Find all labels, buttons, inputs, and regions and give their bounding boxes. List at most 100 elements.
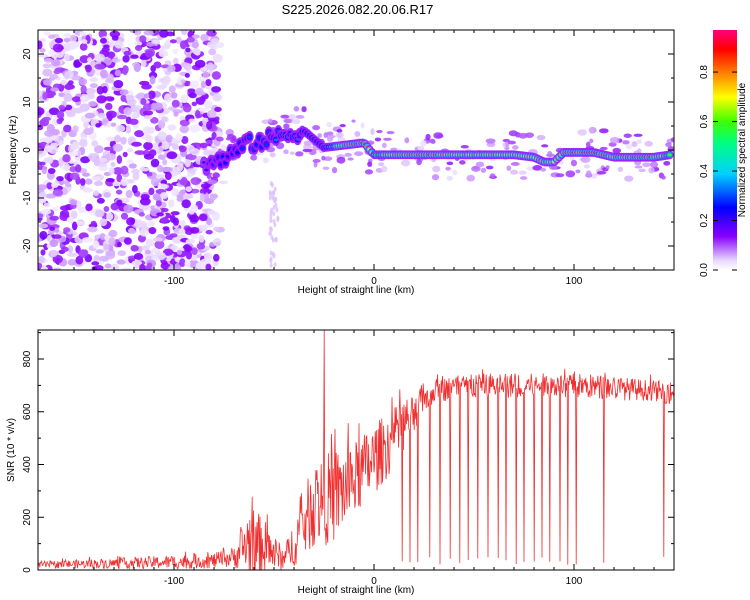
spectrogram-noise-blob bbox=[108, 237, 116, 247]
spectrogram-noise-blob bbox=[180, 94, 189, 104]
spectrogram-noise-blob bbox=[199, 188, 207, 195]
spectrogram-noise-blob bbox=[43, 202, 51, 208]
spectrogram-noise-blob bbox=[127, 227, 136, 234]
spectrogram-noise-blob bbox=[116, 155, 123, 164]
spectrogram-noise-blob bbox=[167, 106, 177, 111]
spectrogram-noise-blob bbox=[113, 79, 124, 89]
spectrogram-noise-blob bbox=[149, 75, 156, 85]
spectrogram-noise-blob bbox=[157, 183, 168, 190]
spectrogram-noise-blob bbox=[623, 133, 632, 138]
ridge-band-core bbox=[667, 153, 672, 157]
spectrogram-noise-blob bbox=[545, 153, 556, 157]
spectrogram-noise-blob bbox=[179, 178, 188, 186]
spectrogram-noise-blob bbox=[165, 134, 173, 143]
spectrogram-noise-blob bbox=[585, 141, 591, 149]
spectrogram-noise-blob bbox=[150, 247, 160, 253]
spectrogram-noise-blob bbox=[670, 137, 674, 142]
spectrogram-noise-blob bbox=[425, 133, 431, 141]
spectrogram-noise-blob bbox=[77, 206, 88, 214]
spectrogram-noise-blob bbox=[40, 197, 47, 204]
spectrogram-noise-blob bbox=[100, 69, 108, 79]
spectrogram-noise-blob bbox=[206, 109, 217, 118]
spectrogram-noise-blob bbox=[70, 210, 78, 219]
spectrogram-noise-blob bbox=[79, 42, 88, 51]
spectrogram-noise-blob bbox=[209, 194, 217, 201]
spectrogram-noise-blob bbox=[95, 209, 105, 218]
snr-xtick-label: -100 bbox=[164, 576, 184, 587]
spectrogram-noise-blob bbox=[73, 107, 84, 114]
spectrogram-noise-blob bbox=[185, 238, 196, 244]
spectrogram-noise-blob bbox=[43, 31, 51, 36]
spectrogram-noise-blob bbox=[62, 154, 71, 163]
spectrogram-noise-blob bbox=[269, 152, 276, 158]
spectrogram-noise-blob bbox=[79, 95, 87, 101]
spectrogram-noise-blob bbox=[275, 207, 279, 213]
spectrogram-noise-blob bbox=[180, 30, 188, 36]
spectrogram-noise-blob bbox=[152, 237, 164, 242]
spectrogram-noise-blob bbox=[128, 163, 137, 169]
spectrogram-noise-blob bbox=[63, 42, 71, 52]
spectrogram-noise-blob bbox=[49, 91, 57, 97]
spectrogram-noise-blob bbox=[218, 180, 229, 185]
spectrogram-noise-blob bbox=[120, 94, 127, 103]
snr-xtick-label: 0 bbox=[371, 576, 377, 587]
spectrogram-noise-blob bbox=[162, 158, 168, 166]
spectrogram-noise-blob bbox=[471, 165, 481, 172]
spectrogram-noise-blob bbox=[335, 132, 345, 138]
spectrogram-noise-blob bbox=[321, 155, 326, 161]
spectrogram-noise-blob bbox=[210, 38, 220, 43]
spectrogram-noise-blob bbox=[203, 149, 212, 156]
spectrogram-noise-blob bbox=[63, 32, 72, 38]
spectrogram-noise-blob bbox=[103, 191, 111, 198]
spectrogram-noise-blob bbox=[575, 169, 581, 174]
spectrogram-noise-blob bbox=[116, 173, 123, 183]
spectrogram-noise-blob bbox=[97, 112, 106, 119]
spectrogram-noise-blob bbox=[63, 227, 71, 233]
spectrogram-noise-blob bbox=[161, 77, 170, 87]
spectrogram-noise-blob bbox=[140, 221, 148, 231]
spectrogram-noise-blob bbox=[159, 217, 169, 223]
spectrogram-noise-blob bbox=[163, 93, 173, 103]
spectrogram-noise-blob bbox=[142, 126, 154, 135]
spectrogram-noise-blob bbox=[49, 226, 56, 231]
spectrogram-noise-blob bbox=[665, 142, 672, 148]
spectrogram-noise-blob bbox=[67, 259, 77, 266]
colorbar-tick-label: 0.6 bbox=[699, 114, 710, 128]
spectrogram-noise-blob bbox=[191, 101, 198, 107]
spectrogram-noise-blob bbox=[160, 167, 171, 173]
spectrogram-noise-blob bbox=[215, 41, 225, 49]
spectrogram-noise-blob bbox=[85, 87, 96, 95]
ridge-band-core bbox=[235, 151, 240, 155]
spectrogram-noise-blob bbox=[344, 152, 352, 157]
spectrogram-noise-blob bbox=[268, 230, 272, 236]
spectrogram-noise-blob bbox=[131, 260, 143, 266]
spectrogram-noise-blob bbox=[173, 263, 182, 270]
spectrogram-noise-blob bbox=[268, 195, 272, 201]
spectrogram-noise-blob bbox=[96, 95, 107, 104]
spectrogram-noise-blob bbox=[186, 153, 197, 161]
spectrogram-noise-blob bbox=[190, 253, 198, 262]
spectrogram-noise-blob bbox=[93, 190, 100, 197]
spectrogram-noise-blob bbox=[126, 147, 134, 153]
spectrogram-noise-blob bbox=[39, 137, 51, 143]
spectrogram-noise-blob bbox=[205, 139, 213, 145]
spectrogram-noise-blob bbox=[502, 138, 510, 143]
spectrogram-noise-layer bbox=[38, 30, 674, 270]
spectrogram-noise-blob bbox=[262, 157, 269, 164]
snr-ytick-label: 800 bbox=[22, 350, 33, 367]
spectrogram-noise-blob bbox=[360, 122, 365, 129]
spectrogram-noise-blob bbox=[367, 161, 373, 167]
spectrogram-noise-blob bbox=[213, 238, 222, 247]
spectrogram-noise-blob bbox=[85, 203, 93, 212]
spectrogram-noise-blob bbox=[38, 262, 43, 270]
spectrogram-noise-blob bbox=[175, 83, 185, 88]
spectrogram-noise-blob bbox=[326, 136, 334, 142]
spectrogram-noise-blob bbox=[182, 193, 194, 200]
spectrogram-noise-blob bbox=[94, 53, 106, 62]
colorbar-tick-label: 0.8 bbox=[699, 65, 710, 79]
spectrogram-noise-blob bbox=[459, 160, 466, 165]
spectrogram-noise-blob bbox=[605, 165, 610, 170]
spectrogram-noise-blob bbox=[69, 172, 80, 180]
spectrogram-noise-blob bbox=[69, 34, 77, 43]
